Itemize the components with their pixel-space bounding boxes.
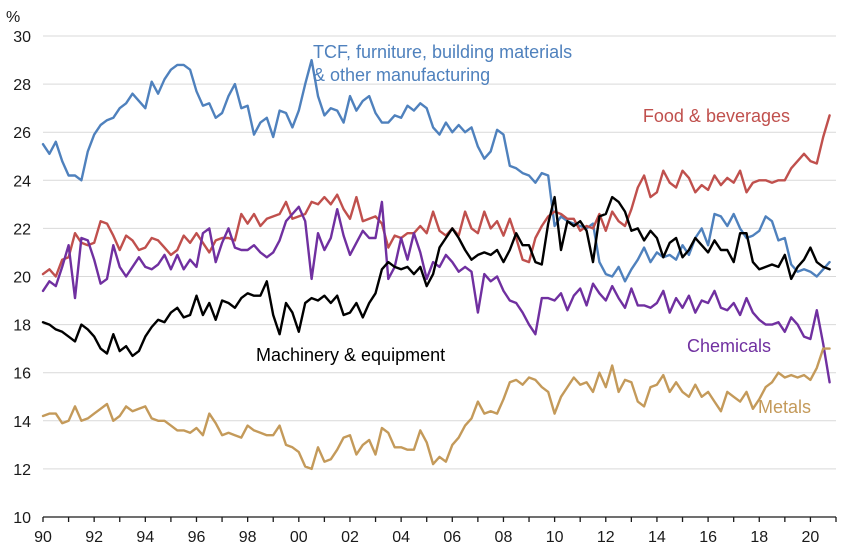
x-axis xyxy=(42,516,837,522)
y-tick-label: 24 xyxy=(13,173,31,190)
series-line-food xyxy=(41,114,831,278)
x-tick-label: 90 xyxy=(34,529,52,546)
series-lines xyxy=(41,58,831,471)
series-label-metals: Metals xyxy=(758,397,811,417)
x-tick-label: 06 xyxy=(443,529,461,546)
y-tick-label: 16 xyxy=(13,366,31,383)
series-labels: TCF, furniture, building materials & othe… xyxy=(256,42,811,417)
x-tick-label: 04 xyxy=(392,529,410,546)
series-label-tcf: & other manufacturing xyxy=(313,65,490,85)
y-tick-label: 20 xyxy=(13,270,31,287)
series-line-tcf xyxy=(41,58,831,283)
y-axis-tick-labels: 10 12 14 16 18 20 22 24 26 28 30 xyxy=(13,29,31,527)
x-tick-label: 02 xyxy=(341,529,359,546)
x-tick-label: 00 xyxy=(290,529,308,546)
y-tick-label: 28 xyxy=(13,77,31,94)
y-tick-label: 22 xyxy=(13,221,31,238)
y-tick-label: 12 xyxy=(13,462,31,479)
y-axis-unit-label: % xyxy=(6,9,20,26)
x-tick-label: 98 xyxy=(239,529,257,546)
series-label-food: Food & beverages xyxy=(643,106,790,126)
x-tick-label: 14 xyxy=(648,529,666,546)
x-tick-label: 12 xyxy=(597,529,615,546)
x-tick-label: 94 xyxy=(136,529,154,546)
series-label-chemicals: Chemicals xyxy=(687,336,771,356)
y-tick-label: 26 xyxy=(13,125,31,142)
series-line-machinery xyxy=(41,195,831,358)
x-tick-label: 20 xyxy=(802,529,820,546)
x-axis-tick-labels: 90 92 94 96 98 00 02 04 06 08 10 12 14 16 18 20 xyxy=(34,529,819,546)
x-tick-label: 18 xyxy=(750,529,768,546)
y-tick-label: 18 xyxy=(13,318,31,335)
x-tick-label: 96 xyxy=(188,529,206,546)
y-tick-label: 14 xyxy=(13,414,31,431)
x-tick-label: 10 xyxy=(546,529,564,546)
x-tick-label: 08 xyxy=(495,529,513,546)
series-label-machinery: Machinery & equipment xyxy=(256,345,445,365)
x-tick-label: 92 xyxy=(85,529,103,546)
series-line-metals xyxy=(41,347,831,471)
x-tick-label: 16 xyxy=(699,529,717,546)
y-tick-label: 10 xyxy=(13,510,31,527)
y-tick-label: 30 xyxy=(13,29,31,46)
series-label-tcf: TCF, furniture, building materials xyxy=(313,42,572,62)
